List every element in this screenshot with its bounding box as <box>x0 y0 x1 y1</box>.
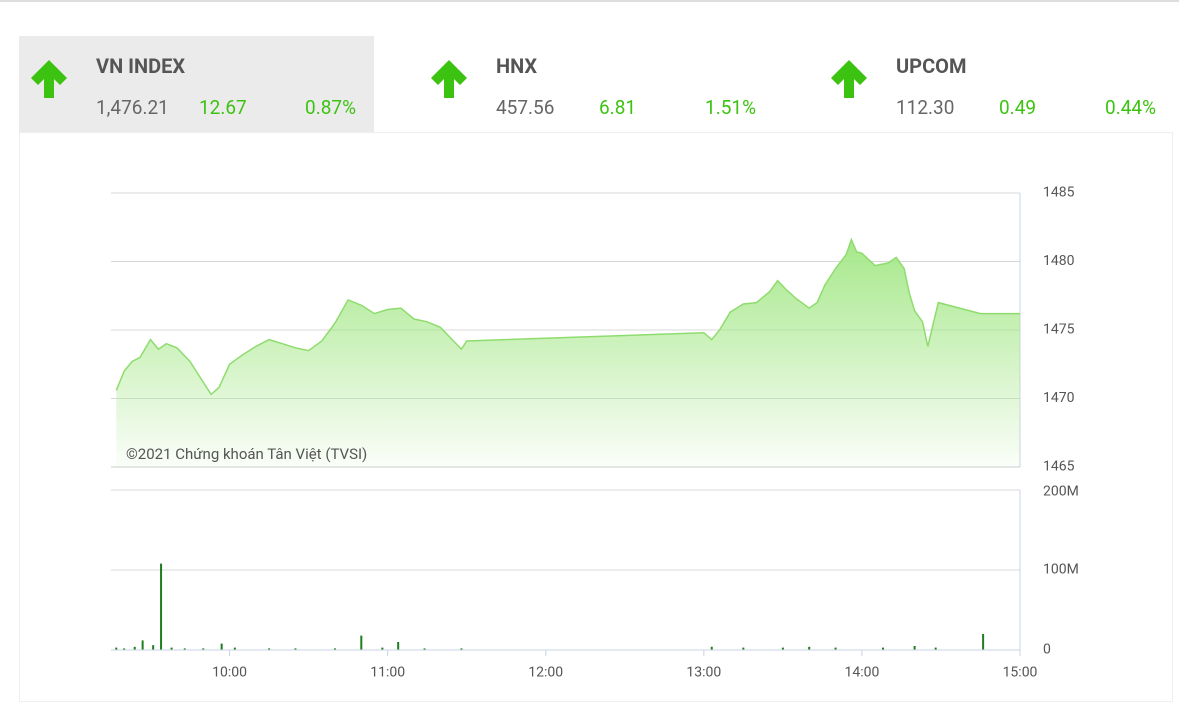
line <box>115 237 1020 396</box>
volume-bar <box>152 645 155 650</box>
index-percent: 0.44% <box>1105 96 1156 119</box>
arrow <box>831 60 867 98</box>
index-percent: 1.51% <box>705 96 756 119</box>
arrow <box>431 60 467 98</box>
y-tick-label: 0 <box>1043 642 1051 658</box>
volume-bar <box>808 646 811 650</box>
volume-bar <box>268 648 271 650</box>
x-tick-label: 14:00 <box>844 665 879 681</box>
index-tab[interactable]: HNX 457.56 6.81 1.51% <box>419 36 774 132</box>
x-tick-label: 12:00 <box>528 665 563 681</box>
volume-bar <box>742 647 745 650</box>
arrow <box>31 60 67 98</box>
volume-bar <box>183 648 186 650</box>
index-price: 1,476.21 <box>96 96 169 119</box>
y-tick-label: 200M <box>1043 484 1079 500</box>
y-tick-label: 1480 <box>1043 253 1075 269</box>
index-tab[interactable]: VN INDEX 1,476.21 12.67 0.87% <box>19 36 374 132</box>
volume-bar <box>381 647 384 650</box>
volume-bar <box>115 647 118 650</box>
volume-bar <box>881 647 884 650</box>
volume-bar <box>360 635 363 650</box>
volume-bar <box>333 648 336 650</box>
index-percent: 0.87% <box>305 96 356 119</box>
up-arrow-icon <box>831 60 867 98</box>
volume-bar <box>233 647 236 650</box>
volume-bar <box>710 646 713 650</box>
volume-bar <box>934 647 937 650</box>
top-border <box>0 0 1179 2</box>
volume-bar <box>170 647 173 650</box>
volume-bar <box>220 643 223 650</box>
y-tick-label: 1470 <box>1043 390 1075 406</box>
index-change: 6.81 <box>599 96 637 119</box>
x-tick-label: 10:00 <box>212 665 247 681</box>
index-change: 0.49 <box>999 96 1037 119</box>
up-arrow-icon <box>431 60 467 98</box>
volume-bar <box>123 648 126 650</box>
index-name: VN INDEX <box>96 54 186 78</box>
volume-bar <box>141 640 144 650</box>
volume-bar <box>133 646 136 650</box>
volume-bar <box>423 648 426 650</box>
y-tick-label: 100M <box>1043 562 1079 578</box>
volume-bar <box>294 648 297 650</box>
up-arrow-icon <box>31 60 67 98</box>
volume-bar <box>913 646 916 650</box>
volume-bar <box>834 647 837 650</box>
y-tick-label: 1475 <box>1043 322 1075 338</box>
volume-bar <box>460 648 463 650</box>
volume-bar <box>781 647 784 650</box>
volume-bar <box>397 642 400 650</box>
index-price: 112.30 <box>896 96 955 119</box>
index-tab[interactable]: UPCOM 112.30 0.49 0.44% <box>819 36 1174 132</box>
y-tick-label: 1485 <box>1043 185 1075 201</box>
x-tick-label: 15:00 <box>1003 665 1038 681</box>
index-name: UPCOM <box>896 54 967 78</box>
copyright-annotation: ©2021 Chứng khoán Tân Việt (TVSI) <box>126 445 367 463</box>
x-tick-label: 13:00 <box>686 665 721 681</box>
x-tick-label: 11:00 <box>370 665 405 681</box>
area-fill <box>116 239 1021 467</box>
volume-bar <box>160 563 163 650</box>
index-change: 12.67 <box>199 96 247 119</box>
volume-bar <box>202 648 205 650</box>
volume-bar <box>982 634 985 650</box>
y-tick-label: 1465 <box>1043 459 1075 475</box>
index-price: 457.56 <box>496 96 555 119</box>
index-name: HNX <box>496 54 538 78</box>
